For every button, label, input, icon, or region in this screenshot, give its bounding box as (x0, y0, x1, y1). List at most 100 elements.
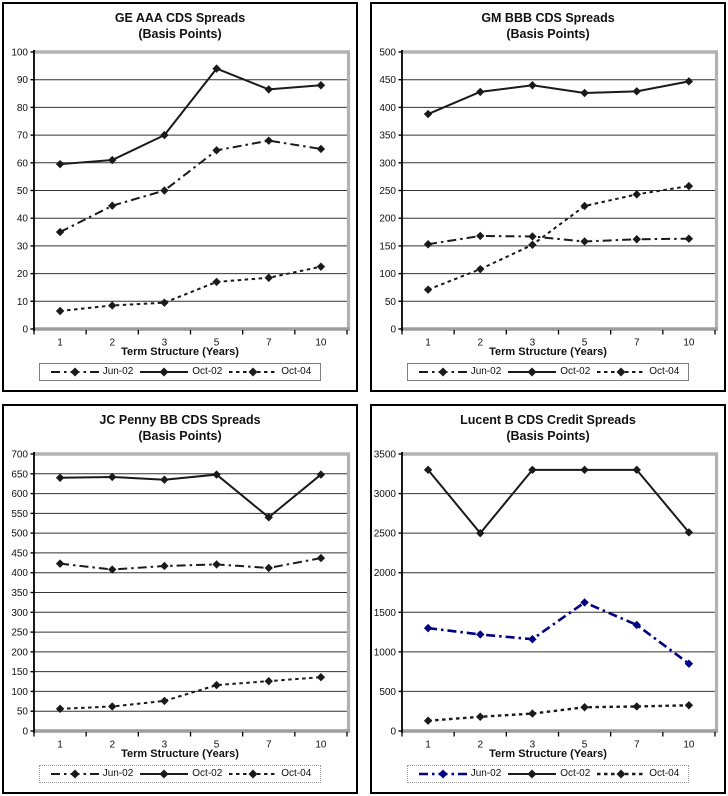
x-tick-label: 5 (582, 739, 588, 749)
series-line-oct-02 (427, 468, 690, 535)
marker-diamond (160, 561, 169, 570)
y-tick-label: 250 (11, 627, 28, 638)
series-line-oct-02 (427, 79, 690, 115)
marker-diamond (55, 473, 65, 482)
y-tick-label: 100 (11, 47, 28, 58)
marker-diamond (160, 297, 169, 307)
y-tick-label: 70 (17, 130, 29, 141)
x-tick-label: 3 (162, 337, 168, 347)
legend-item-oct-02: Oct-02 (506, 366, 590, 378)
marker-diamond (423, 109, 433, 118)
x-tick-label: 3 (530, 739, 536, 749)
y-tick-label: 400 (379, 102, 396, 113)
x-tick-label: 10 (683, 739, 695, 749)
marker-diamond (316, 553, 326, 562)
y-tick-label: 1000 (374, 647, 396, 658)
marker-diamond (212, 680, 221, 689)
x-tick-label: 1 (425, 739, 431, 749)
y-tick-label: 350 (11, 588, 28, 599)
legend-item-jun-02: Jun-02 (49, 768, 133, 780)
marker-diamond (316, 144, 326, 153)
legend-line-sample (508, 769, 557, 778)
chart-canvas: 0 10 20 30 40 50 60 70 80 90 100 1 2 3 5 7 10 (11, 47, 351, 348)
chart-canvas: 0 50 100 150 200 250 300 350 400 450 500 550 600 650 7… (11, 449, 351, 750)
marker-diamond (108, 201, 117, 210)
x-axis-title: Term Structure (Years) (121, 747, 239, 760)
x-tick-label: 5 (582, 337, 588, 347)
x-tick-label: 3 (530, 337, 536, 347)
y-tick-label: 200 (379, 213, 396, 224)
x-tick-label: 7 (266, 337, 272, 347)
y-tick-label: 500 (379, 47, 396, 58)
marker-diamond (580, 88, 589, 97)
y-tick-label: 100 (11, 686, 28, 697)
legend-label: Oct-02 (192, 365, 223, 377)
marker-diamond (160, 185, 169, 195)
y-tick-label: 300 (379, 158, 396, 169)
x-tick-label: 1 (425, 337, 431, 347)
marker-diamond (264, 563, 273, 572)
marker-diamond (108, 155, 117, 164)
y-tick-label: 350 (379, 130, 396, 141)
series-line-oct-04 (60, 675, 321, 710)
y-tick-label: 90 (17, 75, 29, 86)
marker-diamond (264, 676, 273, 685)
y-tick-label: 30 (17, 241, 29, 252)
legend-item-jun-02: Jun-02 (49, 366, 133, 378)
y-tick-label: 400 (11, 568, 28, 579)
x-tick-label: 1 (57, 739, 63, 749)
marker-diamond (160, 475, 169, 484)
marker-diamond (580, 201, 589, 210)
plot-area: 0 50 100 150 200 250 300 350 400 450 500 550 600 650 7… (6, 447, 354, 750)
plot-area: 0 10 20 30 40 50 60 70 80 90 100 1 2 3 5 7 10 (6, 45, 354, 348)
x-tick-label: 1 (57, 337, 63, 347)
chart-subtitle: (Basis Points) (506, 429, 590, 444)
legend-line-sample (418, 367, 467, 376)
legend-line-sample (140, 367, 189, 376)
y-tick-label: 450 (11, 548, 28, 559)
legend-line-sample (597, 367, 646, 376)
y-tick-label: 10 (17, 296, 29, 307)
x-tick-label: 10 (683, 337, 695, 347)
y-tick-label: 150 (379, 241, 396, 252)
y-tick-label: 100 (379, 269, 396, 280)
marker-diamond (108, 564, 117, 574)
marker-diamond (108, 300, 117, 310)
series-line-jun-02 (427, 600, 690, 665)
marker-diamond (212, 145, 221, 155)
marker-diamond (684, 527, 694, 537)
y-tick-label: 650 (11, 469, 28, 480)
y-tick-label: 40 (17, 213, 29, 224)
y-tick-label: 200 (11, 647, 28, 658)
y-tick-label: 0 (22, 726, 28, 737)
legend-line-sample (597, 769, 646, 778)
legend-line-sample (508, 367, 557, 376)
marker-diamond (632, 465, 641, 474)
marker-diamond (580, 702, 589, 711)
legend-label: Oct-04 (281, 365, 312, 377)
y-tick-label: 600 (11, 489, 28, 500)
chart-panel-jc-penny-bb: JC Penny BB CDS Spreads (Basis Points) 0… (2, 404, 358, 794)
legend: Jun-02 Oct-02 Oct-04 (38, 362, 322, 381)
marker-diamond (264, 135, 273, 145)
legend: Jun-02 Oct-02 Oct-04 (38, 764, 322, 783)
x-tick-label: 7 (634, 337, 640, 347)
chart-title: JC Penny BB CDS Spreads (99, 413, 261, 427)
marker-diamond (212, 469, 221, 479)
y-tick-label: 0 (390, 726, 396, 737)
marker-diamond (632, 86, 641, 96)
marker-diamond (423, 623, 433, 632)
legend-label: Oct-04 (649, 365, 680, 377)
marker-diamond (264, 273, 273, 282)
chart-panel-ge-aaa: GE AAA CDS Spreads (Basis Points) 0 10 20 3… (2, 2, 358, 392)
chart-title: GM BBB CDS Spreads (481, 11, 615, 25)
marker-diamond (684, 700, 694, 709)
series-line-oct-04 (427, 184, 690, 291)
marker-diamond (476, 87, 485, 96)
marker-diamond (55, 306, 65, 315)
marker-diamond (632, 701, 641, 711)
marker-diamond (528, 240, 537, 249)
x-tick-label: 5 (214, 337, 220, 347)
marker-diamond (423, 284, 433, 294)
